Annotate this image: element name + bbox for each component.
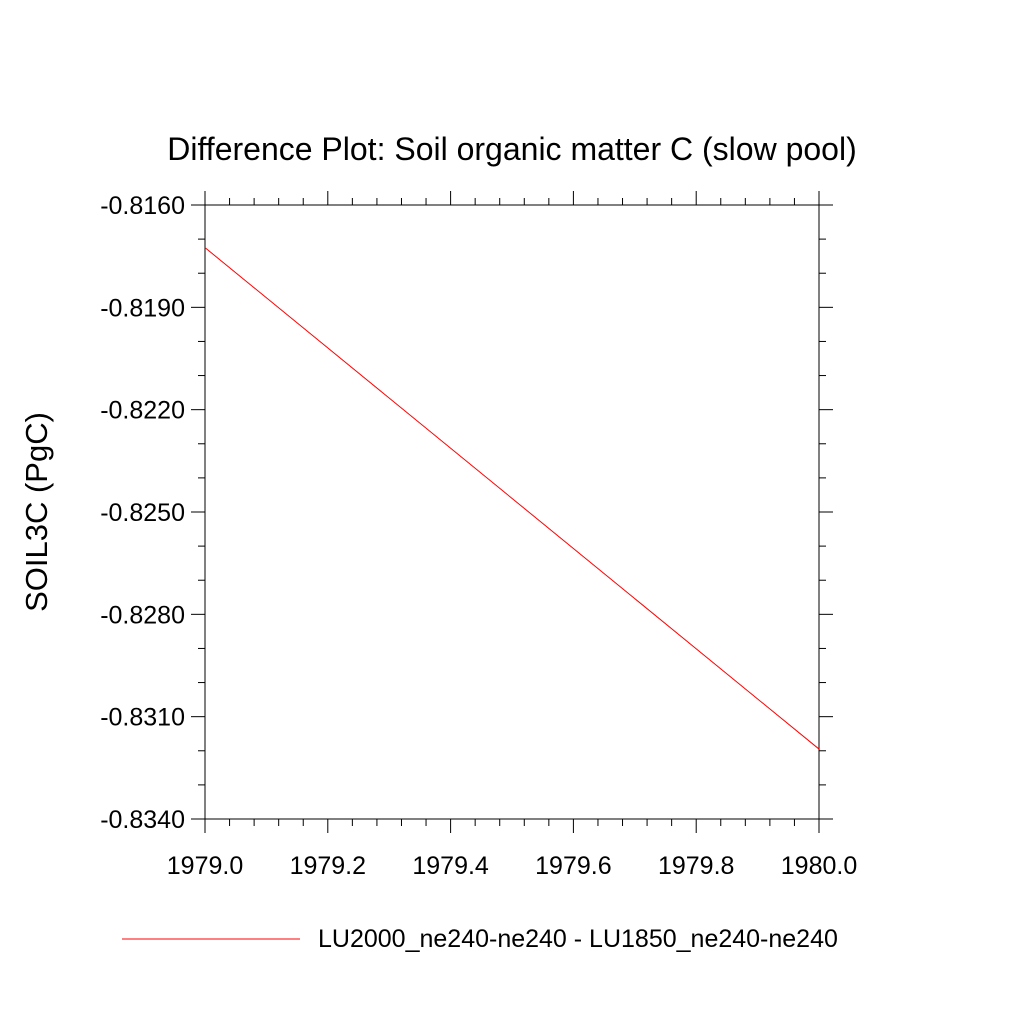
chart-title: Difference Plot: Soil organic matter C (… <box>167 131 856 167</box>
y-tick-label: -0.8280 <box>100 601 185 629</box>
x-tick-label: 1979.2 <box>290 852 366 880</box>
y-tick-label: -0.8310 <box>100 704 185 732</box>
y-axis-label: SOIL3C (PgC) <box>19 412 54 612</box>
x-tick-label: 1980.0 <box>781 852 857 880</box>
ticks-layer: 1979.0 1979.2 1979.4 1979.6 1979.8 1980.0 -0.8… <box>100 191 857 880</box>
y-tick-label: -0.8220 <box>100 397 185 425</box>
y-tick-label: -0.8250 <box>100 499 185 527</box>
x-tick-label: 1979.6 <box>535 852 611 880</box>
x-tick-label: 1979.8 <box>658 852 734 880</box>
legend-label: LU2000_ne240-ne240 - LU1850_ne240-ne240 <box>318 925 838 953</box>
y-tick-label: -0.8160 <box>100 192 185 220</box>
x-tick-label: 1979.0 <box>167 852 243 880</box>
legend: LU2000_ne240-ne240 - LU1850_ne240-ne240 <box>122 925 838 953</box>
y-tick-label: -0.8340 <box>100 806 185 834</box>
series-line-0 <box>204 247 820 750</box>
series-layer <box>204 247 820 750</box>
y-tick-label: -0.8190 <box>100 294 185 322</box>
x-tick-label: 1979.4 <box>412 852 489 880</box>
plot-frame <box>204 204 820 820</box>
